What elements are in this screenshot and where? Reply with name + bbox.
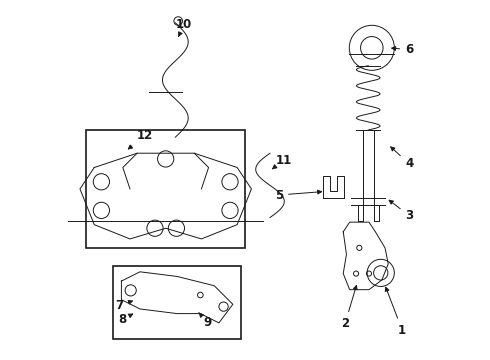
Text: 5: 5 (275, 189, 321, 202)
Text: 3: 3 (389, 200, 414, 222)
Text: 1: 1 (385, 287, 406, 337)
Text: 6: 6 (392, 43, 414, 56)
Text: 10: 10 (176, 18, 193, 36)
Text: 9: 9 (199, 312, 212, 329)
Text: 8: 8 (119, 313, 133, 326)
Text: 12: 12 (128, 129, 153, 149)
Bar (86, 130, 245, 248)
Text: 11: 11 (272, 154, 292, 169)
Text: 2: 2 (341, 285, 357, 330)
Text: 4: 4 (391, 147, 414, 170)
Bar (113, 266, 242, 339)
Text: 7: 7 (115, 299, 132, 312)
